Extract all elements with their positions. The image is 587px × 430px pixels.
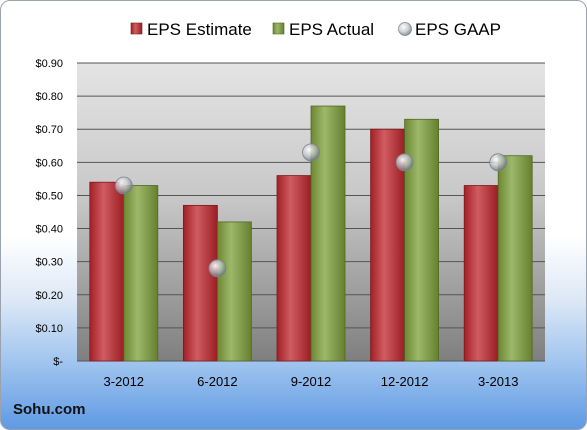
x-tick-label: 9-2012 (291, 374, 331, 389)
x-tick-label: 12-2012 (381, 374, 429, 389)
bar-eps-estimate (463, 185, 499, 362)
legend-label: EPS Estimate (147, 20, 252, 39)
point-eps-gaap (395, 153, 414, 172)
point-eps-gaap (489, 153, 508, 172)
y-tick-label: $0.40 (35, 224, 63, 236)
y-tick-label: $0.30 (35, 257, 63, 269)
legend-swatch-eps-actual (272, 22, 285, 35)
source-label: Sohu.com (13, 401, 86, 418)
y-tick-label: $0.80 (35, 91, 63, 103)
y-tick-label: $0.50 (35, 190, 63, 202)
bar-eps-actual (310, 105, 346, 362)
x-tick-label: 6-2012 (197, 374, 237, 389)
bar-eps-estimate (89, 181, 125, 362)
bar-eps-actual (216, 221, 252, 362)
bar-eps-estimate (182, 204, 218, 362)
y-tick-label: $0.70 (35, 124, 63, 136)
y-tick-label: $0.90 (35, 58, 63, 70)
y-tick-label: $0.10 (35, 323, 63, 335)
x-tick-label: 3-2013 (478, 374, 518, 389)
legend-swatch-eps-gaap (398, 22, 412, 36)
legend-label: EPS Actual (289, 20, 374, 39)
point-eps-gaap (302, 143, 320, 162)
bar-eps-actual (123, 185, 159, 362)
x-tick-label: 3-2012 (104, 374, 144, 389)
legend-label: EPS GAAP (415, 20, 501, 39)
y-tick-label: $0.20 (35, 290, 63, 302)
bar-eps-estimate (276, 175, 312, 362)
point-eps-gaap (208, 259, 227, 278)
y-tick-label: $- (53, 356, 63, 368)
y-tick-label: $0.60 (35, 157, 63, 169)
legend-swatch-eps-estimate (130, 22, 143, 35)
point-eps-gaap (114, 176, 133, 195)
bar-eps-actual (497, 155, 533, 362)
